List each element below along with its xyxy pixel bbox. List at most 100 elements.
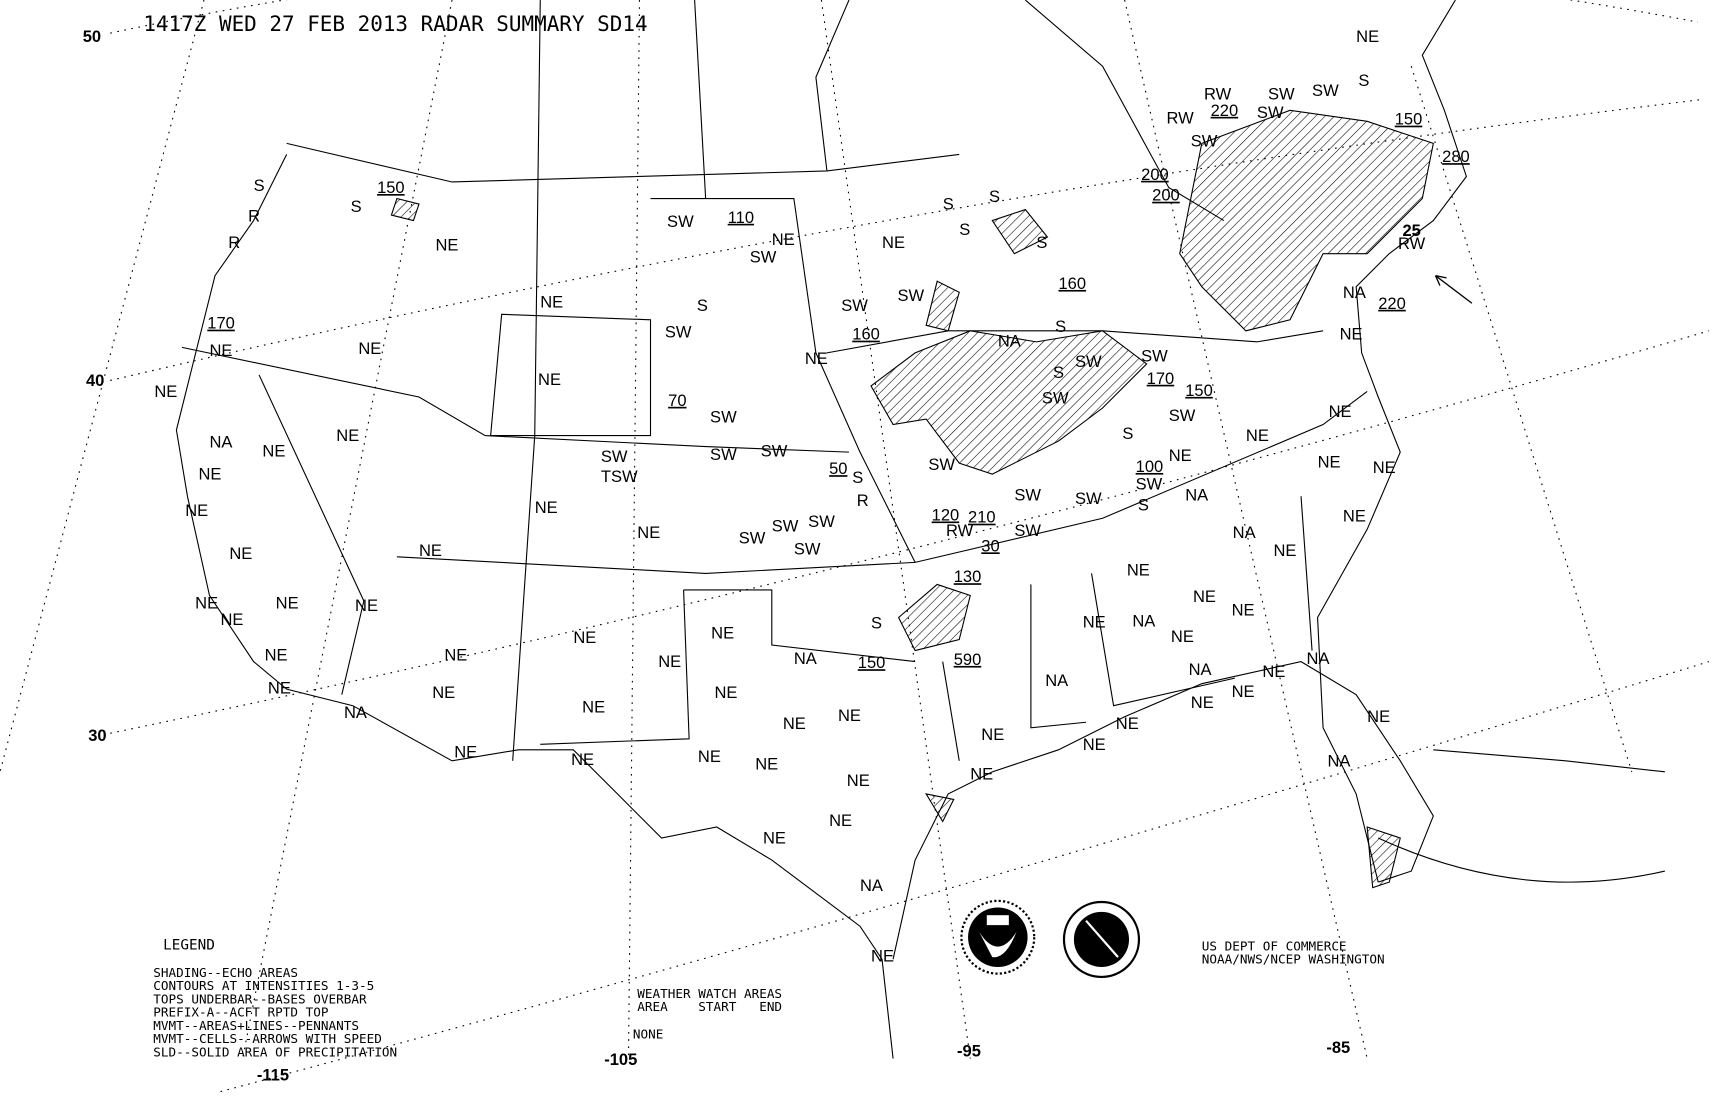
station-status-label: NA — [1327, 751, 1350, 770]
station-status-label: NE — [1343, 507, 1366, 526]
lat-label: 40 — [86, 371, 104, 390]
precip-type-label: SW — [1268, 84, 1295, 103]
station-status-label: NE — [265, 646, 288, 665]
coastline-and-borders — [175, 0, 1665, 1059]
station-status-label: NE — [1329, 402, 1352, 421]
station-status-label: NE — [970, 765, 993, 784]
precip-type-label: SW — [667, 212, 694, 231]
echo-tops: 150 110 170 160 70 220 150 280 200 200 220 160 170 15… — [207, 101, 1469, 672]
station-status-label: NE — [755, 755, 778, 774]
legend-line: TOPS UNDERBAR--BASES OVERBAR — [153, 991, 367, 1006]
station-status-label: NA — [998, 331, 1021, 350]
precip-type-label: R — [857, 491, 869, 510]
precip-type-label: S — [254, 176, 265, 195]
precip-type-label: SW — [1014, 521, 1041, 540]
precip-type-label: S — [959, 220, 970, 239]
station-status-label: NE — [805, 349, 828, 368]
map-title: 1417Z WED 27 FEB 2013 RADAR SUMMARY SD14 — [143, 12, 647, 36]
station-status-label: NE — [1367, 707, 1390, 726]
station-status-label: NE — [1356, 27, 1379, 46]
station-status-label: NA — [1343, 283, 1366, 302]
precip-type-label: S — [1053, 363, 1064, 382]
credit: US DEPT OF COMMERCE NOAA/NWS/NCEP WASHIN… — [1202, 938, 1385, 966]
precip-type-label: S — [1358, 71, 1369, 90]
echo-top-label: 210 — [968, 508, 996, 527]
station-status-label: NE — [276, 594, 299, 613]
station-status-label: NA — [1307, 649, 1330, 668]
station-status-label: NE — [1273, 541, 1296, 560]
station-status-label: NE — [444, 646, 467, 665]
station-status-label: NE — [1191, 693, 1214, 712]
precip-type-label: RW — [1204, 84, 1232, 103]
station-status-label: NE — [1340, 325, 1363, 344]
echo-top-label: 280 — [1442, 147, 1470, 166]
station-status-label: NE — [336, 426, 359, 445]
echo-areas — [390, 109, 1434, 889]
station-status-label: NE — [1232, 682, 1255, 701]
legend-line: CONTOURS AT INTENSITIES 1-3-5 — [153, 978, 374, 993]
precip-type-label: SW — [897, 286, 924, 305]
legend: LEGEND SHADING--ECHO AREAS CONTOURS AT I… — [153, 937, 397, 1059]
precip-type-label: S — [351, 197, 362, 216]
station-status-label: NE — [195, 594, 218, 613]
echo-top-label: 220 — [1378, 294, 1406, 313]
lat-label: 50 — [83, 27, 101, 46]
station-status-label: NE — [268, 679, 291, 698]
precip-type-label: S — [989, 187, 1000, 206]
precip-type-label: SW — [1075, 489, 1102, 508]
station-status-label: NE — [198, 465, 221, 484]
lon-label: -105 — [604, 1050, 637, 1069]
station-status-label: NE — [432, 683, 455, 702]
station-status-label: NE — [1127, 561, 1150, 580]
precip-type-label: RW — [946, 521, 974, 540]
station-status-label: NE — [772, 230, 795, 249]
precip-type-label: SW — [1169, 406, 1196, 425]
precip-type-label: SW — [1075, 352, 1102, 371]
precip-type-label: RW — [1167, 109, 1195, 128]
station-status-label: NE — [1116, 714, 1139, 733]
station-status-label: NA — [794, 649, 817, 668]
station-status-label: NE — [571, 750, 594, 769]
precip-type-label: R — [228, 233, 240, 252]
station-status-label: NE — [714, 683, 737, 702]
station-status-label: NE — [637, 523, 660, 542]
precip-type-label: SW — [761, 442, 788, 461]
credit-line: US DEPT OF COMMERCE — [1202, 938, 1347, 953]
watch-value: NONE — [633, 1027, 663, 1042]
station-status-label: NA — [1045, 671, 1068, 690]
station-status-label: NE — [1373, 458, 1396, 477]
station-status-label: NE — [221, 610, 244, 629]
station-status-label: NE — [711, 623, 734, 642]
lon-label: -115 — [257, 1066, 289, 1085]
watch-heading: WEATHER WATCH AREAS — [637, 986, 782, 1001]
echo-top-label: 150 — [1185, 381, 1213, 400]
echo-top-label: 110 — [728, 208, 754, 227]
precip-type-label: S — [943, 195, 954, 214]
legend-line: PREFIX-A--ACFT RPTD TOP — [153, 1005, 329, 1020]
lon-label: -85 — [1326, 1038, 1350, 1057]
station-status-label: NA — [344, 703, 367, 722]
station-status-label: NE — [1318, 453, 1341, 472]
precip-type-label: SW — [841, 296, 868, 315]
precip-type-label: S — [697, 296, 708, 315]
station-status-label: NA — [1132, 611, 1155, 630]
station-status-label: NE — [847, 771, 870, 790]
station-status-label: NE — [229, 544, 252, 563]
precip-type-label: SW — [1312, 81, 1339, 100]
precip-type-label: SW — [1191, 132, 1218, 151]
station-status-label: NE — [573, 628, 596, 647]
station-status-label: NE — [436, 235, 459, 254]
legend-line: SLD--SOLID AREA OF PRECIPITATION — [153, 1044, 397, 1059]
echo-top-label: 160 — [1058, 274, 1086, 293]
echo-top-label: 590 — [954, 650, 982, 669]
noaa-logo — [960, 899, 1036, 975]
precip-type-label: SW — [794, 540, 821, 559]
station-status-label: NE — [981, 725, 1004, 744]
station-status-label: NE — [1193, 587, 1216, 606]
station-status-label: NE — [1171, 627, 1194, 646]
legend-line: SHADING--ECHO AREAS — [153, 965, 298, 980]
precip-type-label: SW — [772, 517, 799, 536]
echo-top-label: 150 — [1395, 110, 1423, 129]
station-status-label: NE — [209, 341, 232, 360]
